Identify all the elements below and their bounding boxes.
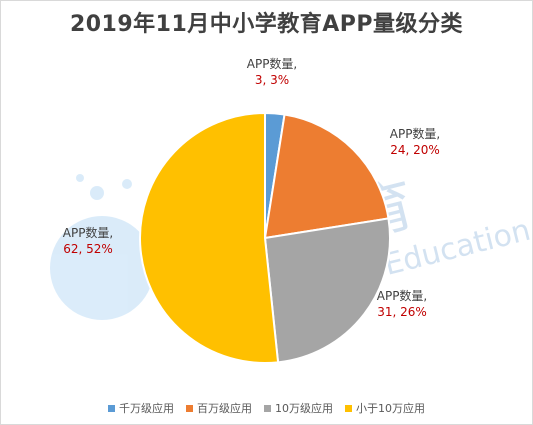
legend-swatch-4 [345,404,352,412]
legend-label-3: 10万级应用 [275,402,333,415]
legend-swatch-3 [264,404,271,412]
legend-label-4: 小于10万应用 [356,402,425,415]
legend-swatch-1 [108,404,115,412]
data-label-1: APP数量, 3, 3% [247,56,298,87]
legend-item-1: 千万级应用 [108,400,174,416]
legend-item-3: 10万级应用 [264,400,333,416]
chart-legend: 千万级应用 百万级应用 10万级应用 小于10万应用 [0,400,533,416]
chart-title: 2019年11月中小学教育APP量级分类 [69,12,464,37]
data-label-series-4: APP数量, [63,225,114,240]
legend-swatch-2 [186,404,193,412]
data-label-4: APP数量, 62, 52% [63,225,114,256]
data-label-2: APP数量, 24, 20% [390,126,441,157]
legend-item-4: 小于10万应用 [345,400,425,416]
legend-label-2: 百万级应用 [197,402,252,415]
pie-slice-2 [263,113,390,240]
data-label-series-2: APP数量, [390,126,441,141]
legend-label-1: 千万级应用 [119,402,174,415]
data-label-series-1: APP数量, [247,56,298,71]
data-label-value-2: 24, 20% [390,143,440,157]
data-label-value-4: 62, 52% [63,242,113,256]
watermark-whale-icon [50,216,154,320]
data-label-series-3: APP数量, [377,288,428,303]
pie-slice-3 [263,217,391,364]
data-label-value-1: 3, 3% [255,73,289,87]
pie-slice-4 [139,111,280,364]
data-label-3: APP数量, 31, 26% [377,288,428,319]
legend-item-2: 百万级应用 [186,400,252,416]
data-label-value-3: 31, 26% [377,305,427,319]
